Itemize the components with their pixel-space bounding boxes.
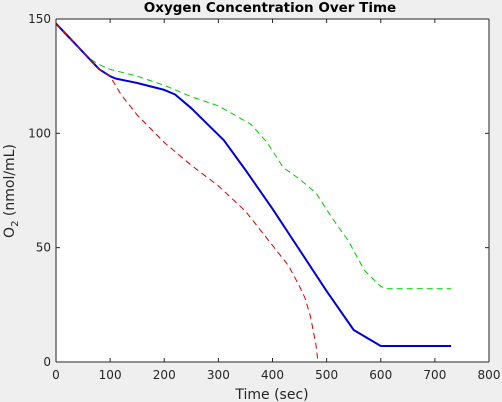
series-line-1 bbox=[56, 23, 452, 290]
x-tick-label: 800 bbox=[478, 368, 501, 382]
chart-title: Oxygen Concentration Over Time bbox=[144, 0, 396, 16]
x-tick-label: 0 bbox=[52, 368, 60, 382]
y-axis-label-main: O bbox=[2, 227, 18, 238]
y-tick-label: 100 bbox=[28, 126, 51, 140]
x-tick-label: 200 bbox=[153, 368, 176, 382]
y-axis-label: O2 (nmol/mL) bbox=[2, 144, 21, 238]
x-tick-label: 600 bbox=[369, 368, 392, 382]
x-tick-label: 700 bbox=[423, 368, 446, 382]
plot-area bbox=[56, 19, 489, 362]
x-tick-label: 100 bbox=[99, 368, 122, 382]
y-tick-label: 50 bbox=[36, 241, 51, 255]
x-tick-label: 400 bbox=[261, 368, 284, 382]
x-tick-label: 300 bbox=[207, 368, 230, 382]
ticks-layer: 0 100 200 300 400 500 600 700 800 0 50 100 150 bbox=[28, 12, 500, 382]
y-axis-label-unit: (nmol/mL) bbox=[2, 144, 18, 221]
y-tick-label: 150 bbox=[28, 12, 51, 26]
series-line-2 bbox=[56, 22, 452, 347]
y-axis-label-subscript: 2 bbox=[10, 221, 21, 227]
x-axis-label: Time (sec) bbox=[234, 387, 308, 402]
x-tick-label: 500 bbox=[315, 368, 338, 382]
y-tick-label: 0 bbox=[43, 355, 51, 369]
